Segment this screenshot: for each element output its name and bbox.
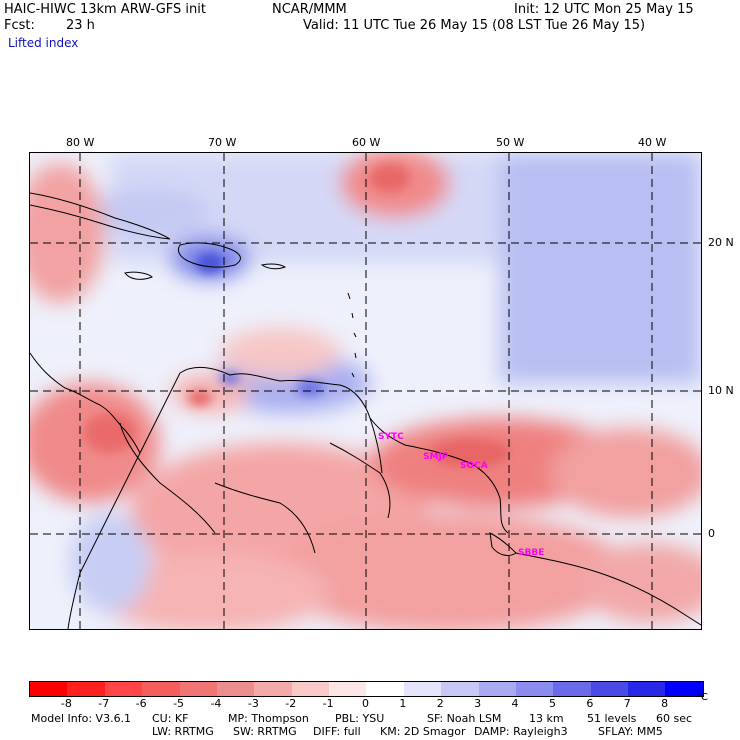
lon-label: 70 W — [208, 136, 237, 149]
footer-timestep: 60 sec — [656, 712, 693, 725]
colorbar-swatch — [628, 682, 666, 696]
colorbar-tick-label: 8 — [661, 697, 669, 710]
init-time: Init: 12 UTC Mon 25 May 15 — [514, 2, 694, 17]
footer-shortwave: SW: RRTMG — [233, 725, 297, 738]
valid-time: Valid: 11 UTC Tue 26 May 15 (08 LST Tue … — [303, 18, 646, 33]
footer-levels: 51 levels — [587, 712, 637, 725]
colorbar-tick-label: -6 — [135, 697, 147, 710]
footer-cumulus: CU: KF — [152, 712, 189, 725]
colorbar-tick-label: -4 — [210, 697, 222, 710]
footer-pbl: PBL: YSU — [335, 712, 385, 725]
lon-label: 80 W — [66, 136, 95, 149]
footer-damping: DAMP: Rayleigh3 — [474, 725, 568, 738]
colorbar-swatch — [441, 682, 479, 696]
colorbar-swatch — [67, 682, 105, 696]
colorbar-tick-label: 5 — [548, 697, 556, 710]
colorbar — [29, 681, 704, 697]
lon-label: 50 W — [496, 136, 525, 149]
stability-detail — [84, 164, 510, 467]
colorbar-tick-label: -5 — [173, 697, 185, 710]
station-marker: SOCA — [460, 461, 488, 471]
lon-label: 40 W — [638, 136, 667, 149]
colorbar-tick-label: -2 — [285, 697, 297, 710]
colorbar-swatch — [254, 682, 292, 696]
footer-diffusion: DIFF: full — [313, 725, 361, 738]
colorbar-unit: °C — [696, 692, 708, 703]
colorbar-swatch — [329, 682, 367, 696]
colorbar-swatch — [291, 682, 329, 696]
colorbar-swatch — [179, 682, 217, 696]
footer-surface: SF: Noah LSM — [427, 712, 502, 725]
footer-resolution: 13 km — [529, 712, 564, 725]
lifted-index-map: SYTC SMJP SOCA SBBE — [29, 152, 702, 630]
map-canvas — [30, 153, 701, 629]
footer-surface-layer: SFLAY: MM5 — [598, 725, 663, 738]
footer-km: KM: 2D Smagor — [380, 725, 466, 738]
footer-model-info: Model Info: V3.6.1 — [31, 712, 132, 725]
colorbar-swatch — [366, 682, 404, 696]
colorbar-swatch — [478, 682, 516, 696]
colorbar-tick-label: 4 — [511, 697, 519, 710]
lat-label: 20 N — [708, 236, 734, 249]
colorbar-tick-label: -1 — [322, 697, 334, 710]
colorbar-swatch — [30, 682, 68, 696]
station-marker: SBBE — [518, 548, 545, 558]
footer-longwave: LW: RRTMG — [152, 725, 214, 738]
org-label: NCAR/MMM — [272, 2, 347, 17]
colorbar-swatch — [553, 682, 591, 696]
colorbar-swatch — [665, 682, 703, 696]
model-title: HAIC-HIWC 13km ARW-GFS init — [4, 2, 206, 17]
colorbar-swatch — [515, 682, 554, 696]
colorbar-tick-label: -3 — [247, 697, 259, 710]
colorbar-swatch — [216, 682, 255, 696]
forecast-label: Fcst: — [4, 18, 35, 33]
footer-microphysics: MP: Thompson — [228, 712, 309, 725]
station-marker: SYTC — [378, 432, 404, 442]
colorbar-swatch — [142, 682, 180, 696]
colorbar-tick-label: 6 — [586, 697, 594, 710]
colorbar-tick-label: -7 — [98, 697, 110, 710]
colorbar-swatch — [104, 682, 143, 696]
coastlines — [30, 192, 701, 629]
lat-label: 0 — [708, 527, 715, 540]
colorbar-tick-label: 2 — [436, 697, 444, 710]
colorbar-swatch — [590, 682, 628, 696]
field-name: Lifted index — [8, 36, 79, 50]
colorbar-tick-label: 3 — [474, 697, 482, 710]
lat-label: 10 N — [708, 384, 734, 397]
lon-label: 60 W — [352, 136, 381, 149]
colorbar-tick-label: 1 — [399, 697, 407, 710]
station-marker: SMJP — [423, 452, 449, 462]
colorbar-tick-label: 0 — [362, 697, 369, 710]
colorbar-swatch — [403, 682, 442, 696]
colorbar-tick-label: -8 — [60, 697, 72, 710]
graticule — [30, 153, 701, 629]
colorbar-tick-label: 7 — [623, 697, 631, 710]
forecast-hours: 23 h — [66, 18, 95, 33]
